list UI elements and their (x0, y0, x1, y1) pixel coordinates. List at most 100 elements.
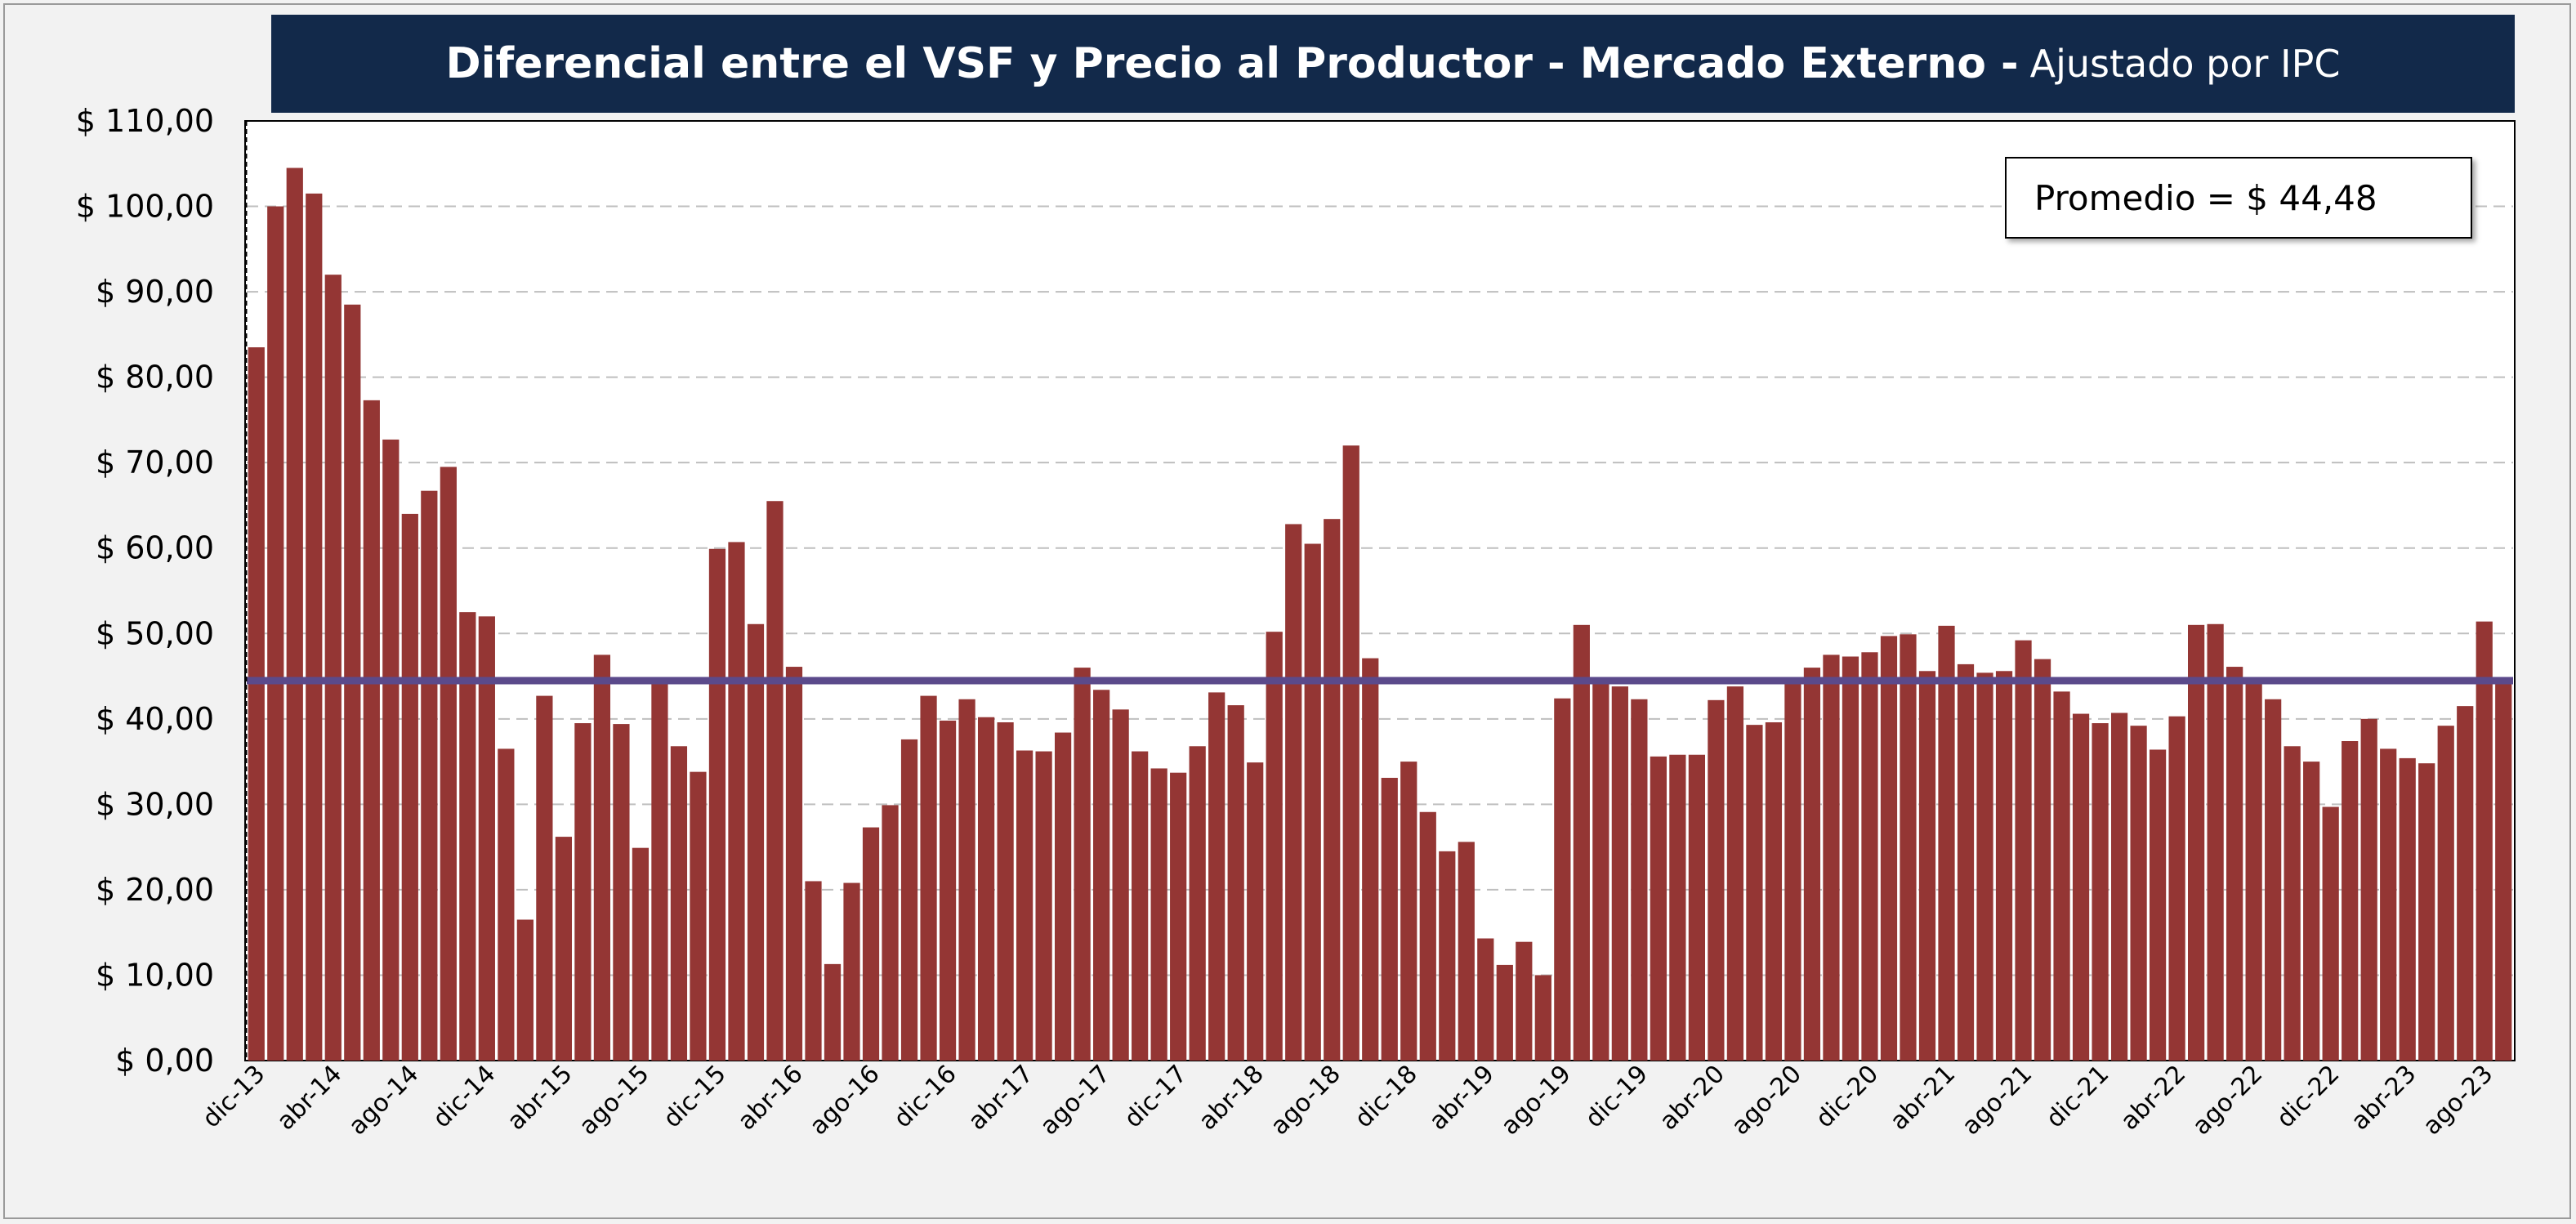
x-tick-label: ago-18 (1266, 1060, 1346, 1141)
bar (2437, 726, 2454, 1061)
x-tick-label: dic-15 (658, 1060, 731, 1133)
x-tick-label: dic-19 (1580, 1060, 1654, 1133)
bar (1458, 842, 1475, 1061)
bar (267, 206, 284, 1061)
x-tick-label: ago-19 (1496, 1060, 1577, 1141)
x-tick-label: dic-20 (1810, 1060, 1884, 1133)
bar (382, 439, 400, 1061)
x-tick-label: abr-18 (1194, 1060, 1270, 1136)
bar (2360, 718, 2377, 1061)
bar (248, 347, 265, 1061)
y-tick-label: $ 40,00 (96, 701, 214, 737)
bar (478, 616, 495, 1061)
chart-title-bar: Diferencial entre el VSF y Precio al Pro… (271, 15, 2515, 113)
bar (1342, 445, 1359, 1061)
bar (2245, 680, 2262, 1061)
bar (2284, 746, 2301, 1061)
bar (1650, 756, 1667, 1061)
bar (939, 720, 957, 1061)
x-tick-label: abr-22 (2115, 1060, 2191, 1136)
bar (2092, 723, 2109, 1061)
bar (1035, 751, 1052, 1061)
bar (651, 679, 668, 1061)
x-tick-label: abr-19 (1424, 1060, 1500, 1136)
bar (1477, 938, 1494, 1061)
bar (2265, 699, 2282, 1061)
bar (1708, 699, 1725, 1061)
bar (843, 882, 860, 1061)
bar (2322, 806, 2339, 1061)
bar (401, 513, 418, 1061)
bar (2053, 691, 2070, 1061)
average-annotation-box: Promedio = $ 44,48 (2005, 157, 2472, 239)
bar (747, 623, 765, 1061)
bar (459, 612, 476, 1061)
bar (785, 667, 803, 1061)
bar (690, 771, 707, 1061)
bar (1900, 634, 1917, 1061)
y-tick-label: $ 110,00 (76, 103, 214, 139)
x-tick-label: abr-17 (963, 1060, 1039, 1136)
bar (1592, 677, 1609, 1061)
y-tick-label: $ 0,00 (115, 1043, 214, 1079)
bar (1132, 751, 1149, 1061)
bar (824, 963, 842, 1061)
bar (1688, 754, 1705, 1061)
x-tick-label: abr-20 (1654, 1060, 1730, 1136)
bar (2380, 748, 2397, 1061)
bar (324, 275, 342, 1061)
bar (2342, 741, 2359, 1061)
bar (1842, 656, 1859, 1061)
bar (1496, 964, 1513, 1061)
bar (1439, 851, 1456, 1061)
x-tick-label: ago-15 (574, 1060, 654, 1141)
bar (1112, 709, 1129, 1061)
x-tick-label: dic-22 (2271, 1060, 2345, 1133)
x-tick-label: abr-23 (2346, 1060, 2422, 1136)
x-tick-label: abr-21 (1885, 1060, 1961, 1136)
x-tick-label: ago-17 (1035, 1060, 1116, 1141)
bar (900, 739, 918, 1061)
bar (2303, 762, 2320, 1061)
bar (1534, 975, 1551, 1061)
bar (805, 881, 822, 1061)
bar (2015, 640, 2032, 1061)
bar (1516, 941, 1533, 1061)
bar (2110, 713, 2128, 1061)
bar (593, 654, 611, 1061)
bar (958, 699, 975, 1061)
bar (977, 717, 995, 1061)
bar (2495, 681, 2512, 1061)
bar (1573, 624, 1590, 1061)
bar (2476, 621, 2493, 1061)
bar (1055, 732, 1072, 1061)
bar (1324, 519, 1341, 1061)
bar (1554, 698, 1571, 1061)
x-tick-label: dic-21 (2041, 1060, 2114, 1133)
bar (1170, 772, 1187, 1061)
y-tick-label: $ 30,00 (96, 786, 214, 822)
bar (1918, 671, 1936, 1061)
bar (613, 724, 630, 1061)
x-tick-label: dic-16 (888, 1060, 962, 1133)
bar (2149, 749, 2167, 1061)
bar (1938, 625, 1955, 1061)
bar (2226, 667, 2243, 1061)
bar (1247, 762, 1264, 1061)
x-tick-label: dic-14 (427, 1060, 501, 1133)
bar (2188, 624, 2205, 1061)
y-tick-label: $ 90,00 (96, 274, 214, 310)
x-tick-label: abr-15 (502, 1060, 578, 1136)
bar (1093, 690, 1110, 1061)
bar (2072, 713, 2090, 1061)
bar (670, 746, 688, 1061)
bar (440, 467, 457, 1061)
bar (1746, 725, 1763, 1061)
x-tick-label: abr-16 (732, 1060, 808, 1136)
bar (1304, 543, 1321, 1061)
x-tick-label: abr-14 (271, 1060, 347, 1136)
bar (574, 723, 592, 1061)
bar (1150, 768, 1167, 1061)
x-tick-label: ago-14 (343, 1060, 424, 1141)
